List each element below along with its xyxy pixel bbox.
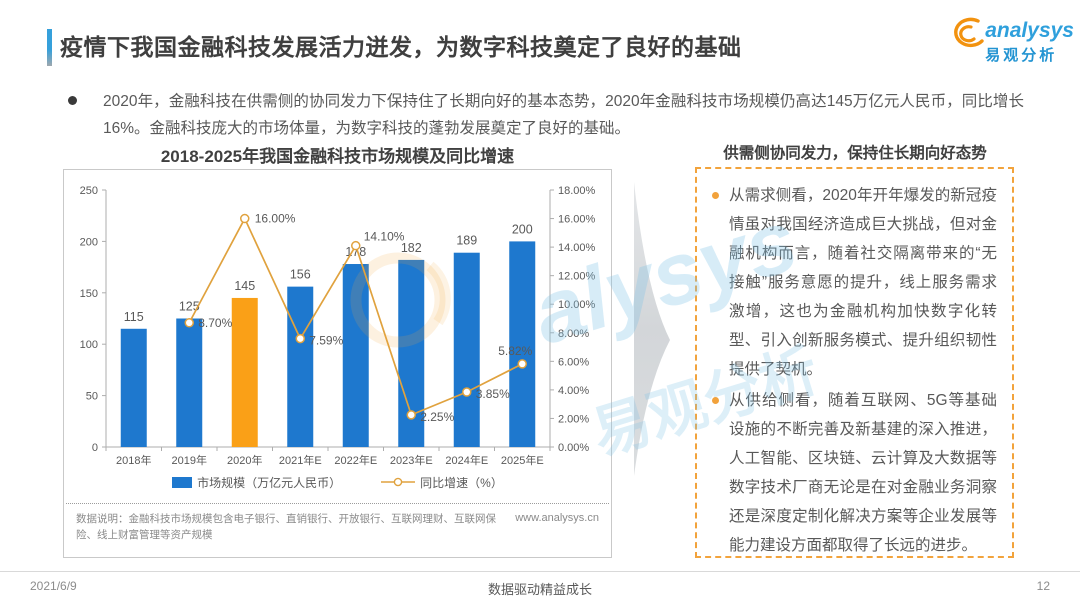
data-note: 数据说明：金融科技市场规模包含电子银行、直销银行、开放银行、互联网理财、互联网保…	[76, 513, 496, 542]
right-axis-tick-label: 12.00%	[558, 271, 596, 283]
growth-point-label: 16.00%	[255, 212, 296, 226]
transition-arrow-icon	[634, 182, 670, 476]
logo-brand-cn-text: 易观分析	[985, 47, 1058, 64]
x-axis-category-label: 2023年E	[390, 453, 433, 467]
footer-divider	[0, 571, 1080, 572]
insight-text-supply: 从供给侧看，随着互联网、5G等基础设施的不断完善及新基建的深入推进，人工智能、区…	[729, 392, 997, 554]
title-accent-bar	[47, 29, 52, 66]
bar-value-label: 156	[290, 268, 311, 282]
x-axis-category-label: 2018年	[116, 453, 151, 467]
right-axis-tick-label: 0.00%	[558, 442, 589, 454]
bar-value-label: 145	[234, 279, 255, 293]
line-series-swatch-icon	[381, 476, 416, 490]
right-axis-tick-label: 6.00%	[558, 356, 589, 368]
growth-point-marker	[240, 213, 250, 224]
bar-value-label: 182	[401, 241, 422, 255]
page-number: 12	[1036, 579, 1050, 593]
market-scale-bar	[342, 264, 369, 447]
footnote-divider	[66, 503, 609, 504]
combo-chart: 0 50 100 150 200 250 0.00% 2.00% 4.00% 6.00% 8.00%…	[80, 185, 596, 467]
footnote-row: 数据说明：金融科技市场规模包含电子银行、直销银行、开放银行、互联网理财、互联网保…	[64, 504, 611, 544]
right-axis-tick-label: 18.00%	[558, 185, 596, 197]
right-axis-tick-label: 4.00%	[558, 385, 589, 397]
left-axis-tick-label: 100	[80, 339, 98, 351]
chart-legend: 市场规模（万亿元人民币） 同比增速（%）	[64, 474, 611, 491]
market-scale-bar	[453, 252, 480, 447]
x-axis-category-label: 2021年E	[279, 453, 322, 467]
growth-point-label: 3.85%	[476, 387, 510, 401]
bullet-dot-icon	[68, 96, 77, 105]
x-axis-category-label: 2022年E	[334, 453, 377, 467]
market-scale-bar	[176, 318, 203, 447]
axes-group: 0 50 100 150 200 250 0.00% 2.00% 4.00% 6.00% 8.00%…	[80, 185, 596, 467]
growth-line-group: 8.70% 16.00% 7.59% 14.10% 2.25% 3.85% 5.82%	[184, 212, 533, 424]
right-axis-tick-label: 10.00%	[558, 299, 596, 311]
logo-brand-text: analysys	[985, 19, 1074, 42]
market-scale-bar	[509, 241, 536, 447]
footer-slogan: 数据驱动精益成长	[487, 582, 592, 597]
growth-point-marker	[462, 387, 472, 397]
footer-date: 2021/6/9	[30, 579, 77, 593]
x-axis-category-label: 2024年E	[445, 453, 488, 467]
side-panel-title: 供需侧协同发力，保持住长期向好态势	[723, 145, 987, 162]
legend-label-growth: 同比增速（%）	[420, 476, 503, 490]
chart-panel: 0 50 100 150 200 250 0.00% 2.00% 4.00% 6.00% 8.00%…	[63, 169, 612, 558]
insight-item-supply: 从供给侧看，随着互联网、5G等基础设施的不断完善及新基建的深入推进，人工智能、区…	[710, 386, 997, 556]
growth-point-marker	[406, 410, 416, 420]
page-title: 疫情下我国金融科技发展活力迸发，为数字科技奠定了良好的基础	[60, 34, 742, 60]
logo-swirl-icon	[947, 14, 993, 61]
left-axis-tick-label: 250	[80, 185, 98, 197]
x-axis-category-label: 2025年E	[501, 453, 544, 467]
growth-point-label: 7.59%	[309, 334, 343, 348]
growth-point-marker	[351, 240, 361, 251]
growth-point-label: 2.25%	[420, 410, 454, 424]
insights-panel: 从需求侧看，2020年开年爆发的新冠疫情虽对我国经济造成巨大挑战，但对金融机构而…	[695, 167, 1014, 558]
insight-item-demand: 从需求侧看，2020年开年爆发的新冠疫情虽对我国经济造成巨大挑战，但对金融机构而…	[710, 181, 997, 384]
growth-point-label: 14.10%	[364, 230, 405, 244]
left-axis-tick-label: 50	[86, 391, 98, 403]
summary-text: 2020年，金融科技在供需侧的协同发力下保持住了长期向好的基本态势，2020年金…	[103, 93, 1024, 138]
chart-title: 2018-2025年我国金融科技市场规模及同比增速	[160, 147, 515, 166]
x-axis-category-label: 2019年	[172, 453, 207, 467]
legend-item-growth: 同比增速（%）	[381, 474, 503, 491]
left-axis-tick-label: 200	[80, 236, 98, 248]
bar-value-label: 125	[179, 300, 200, 314]
insight-text-demand: 从需求侧看，2020年开年爆发的新冠疫情虽对我国经济造成巨大挑战，但对金融机构而…	[729, 187, 997, 378]
growth-point-label: 8.70%	[198, 316, 232, 330]
x-axis-category-label: 2020年	[227, 453, 262, 467]
growth-point-marker	[184, 318, 194, 328]
bar-series-swatch-icon	[172, 477, 193, 488]
market-scale-bar	[120, 328, 147, 447]
bar-value-label: 115	[124, 310, 144, 324]
growth-point-marker	[295, 333, 305, 344]
bar-value-label: 189	[456, 234, 477, 248]
growth-point-label: 5.82%	[498, 344, 532, 358]
right-axis-tick-label: 16.00%	[558, 214, 596, 226]
right-axis-tick-label: 2.00%	[558, 413, 589, 425]
legend-item-market-scale: 市场规模（万亿元人民币）	[172, 474, 341, 491]
right-axis-tick-label: 14.00%	[558, 242, 596, 254]
growth-point-marker	[517, 359, 527, 369]
right-axis-tick-label: 8.00%	[558, 328, 589, 340]
market-scale-bar	[231, 297, 258, 447]
analysys-logo: analysys 易观分析	[947, 14, 1074, 65]
legend-label-market-scale: 市场规模（万亿元人民币）	[197, 476, 342, 490]
source-url: www.analysys.cn	[515, 512, 599, 524]
left-axis-tick-label: 150	[80, 288, 98, 300]
left-axis-tick-label: 0	[92, 442, 98, 454]
summary-block: 2020年，金融科技在供需侧的协同发力下保持住了长期向好的基本态势，2020年金…	[64, 88, 1024, 142]
bar-value-label: 200	[512, 222, 533, 236]
orange-bullet-icon	[712, 397, 719, 404]
market-scale-bar	[287, 286, 314, 447]
orange-bullet-icon	[712, 192, 719, 199]
